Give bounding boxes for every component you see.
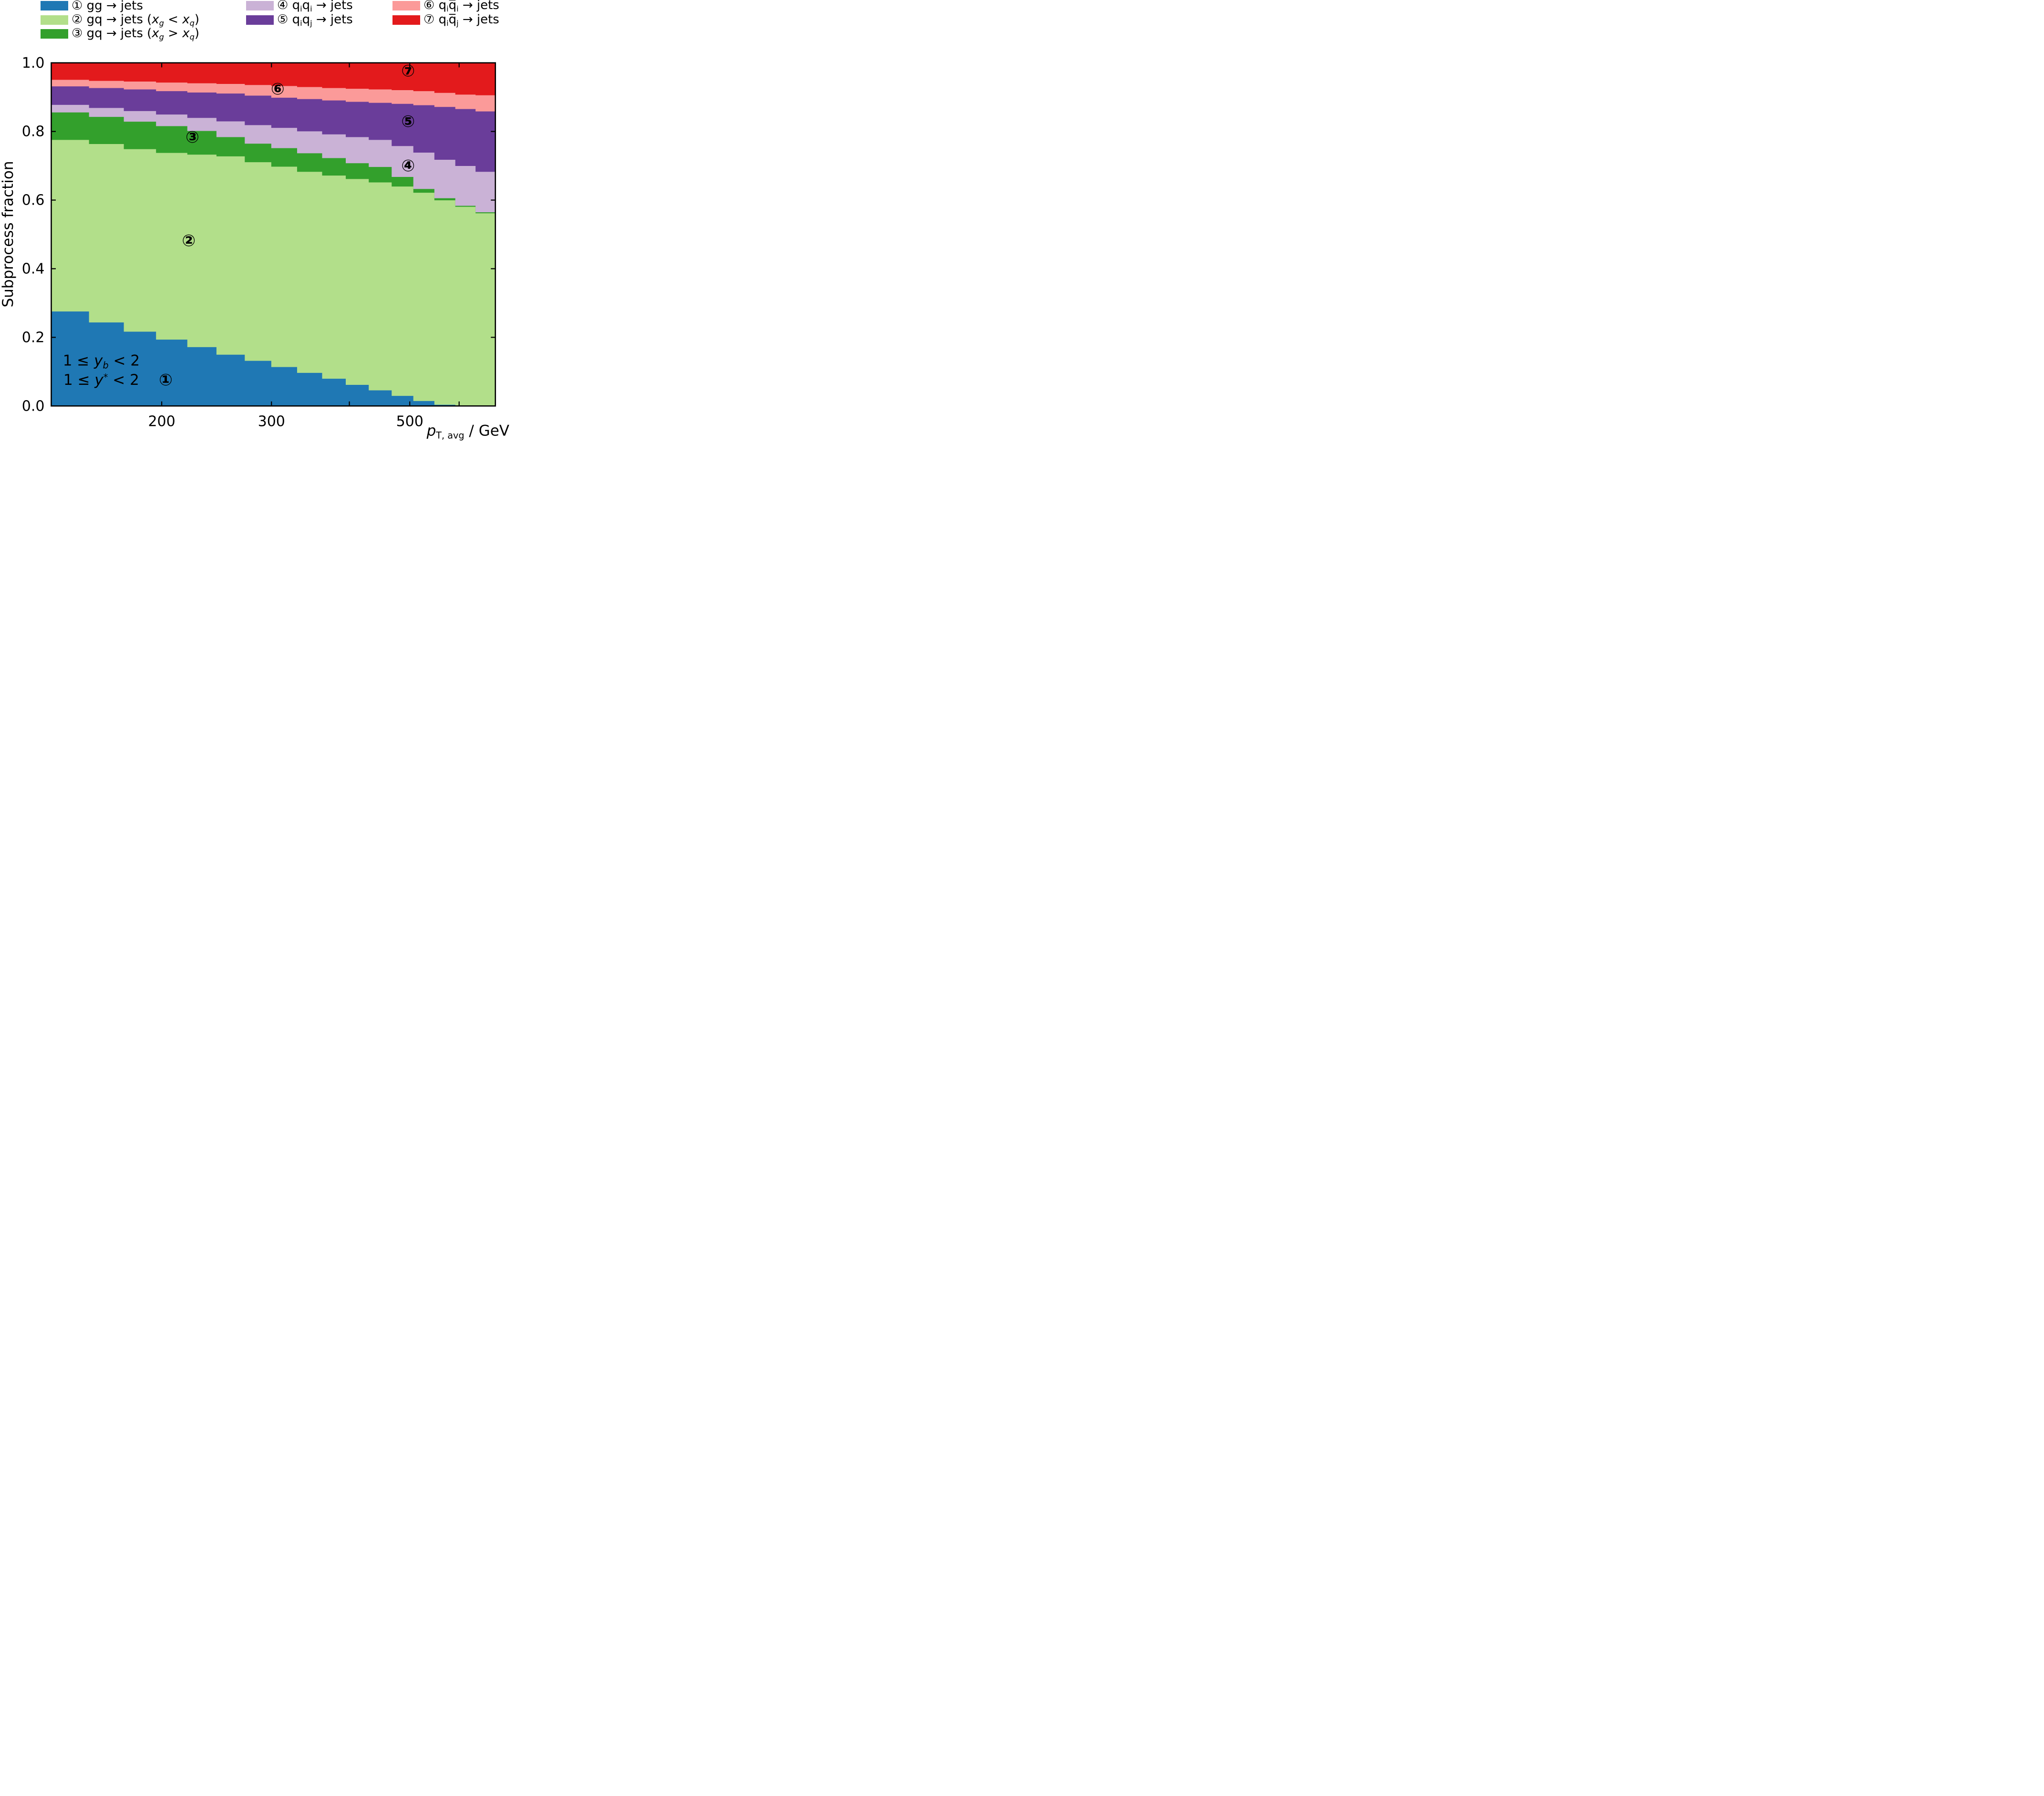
text-segment: gq → jets (: [83, 26, 152, 41]
text-segment: → jets: [312, 12, 353, 27]
text-segment: 1 ≤: [63, 371, 95, 389]
legend-label-qiqi-jets: ④ qiqi → jets: [277, 0, 353, 13]
text-segment: q: [302, 0, 310, 13]
text-segment: x: [152, 12, 159, 27]
text-segment: b: [103, 360, 109, 371]
text-segment: >: [164, 26, 183, 41]
legend-label-qiqbarj-jets: ⑦ qiq̅j → jets: [423, 12, 499, 28]
x-tick-label: 200: [148, 413, 175, 430]
text-segment: ): [194, 12, 200, 27]
text-segment: q: [189, 18, 195, 28]
text-segment: ): [194, 26, 200, 41]
legend-label-gq-jets-xg-gt-xq: ③ gq → jets (xg > xq): [72, 26, 199, 41]
circled-number-icon: ⑥: [423, 0, 435, 13]
text-segment: x: [152, 26, 159, 41]
annotation-yb-cut: 1 ≤ yb < 2: [63, 352, 140, 371]
region-marker-qiqi-jets: ④: [401, 156, 415, 175]
figure-canvas: 200 300 500 0.0 0.2 0.4 0.6 0.8 1.0 ① gg → jets ②…: [0, 0, 511, 449]
text-segment: i: [300, 18, 302, 28]
x-axis-label: pT, avg / GeV: [427, 423, 509, 441]
text-segment: i: [446, 18, 449, 28]
plot-border: [51, 62, 496, 407]
y-tick-label: 0.6: [22, 192, 45, 209]
text-segment: i: [300, 4, 302, 13]
y-tick-label: 0.0: [22, 398, 45, 414]
text-segment: y: [94, 371, 103, 389]
text-segment: q: [434, 0, 447, 13]
text-segment: gg → jets: [83, 0, 143, 13]
text-segment: <: [164, 12, 183, 27]
text-segment: q̅: [448, 0, 457, 13]
text-segment: i: [456, 4, 459, 13]
y-tick-label: 0.8: [22, 124, 45, 140]
circled-number-icon: ②: [72, 12, 83, 27]
y-tick-label: 0.4: [22, 260, 45, 277]
region-marker-gq-jets-xg-gt-xq: ③: [186, 127, 199, 147]
text-segment: q: [288, 12, 300, 27]
y-axis-label-text: Subprocess fraction: [0, 161, 17, 308]
text-segment: q̅: [448, 12, 457, 27]
text-segment: < 2: [108, 352, 140, 370]
legend-swatch-qiqj-jets: [246, 15, 274, 25]
legend-label-gg-jets: ① gg → jets: [72, 0, 143, 13]
text-segment: → jets: [458, 12, 499, 27]
annotation-ystar-cut: 1 ≤ y* < 2: [63, 372, 139, 389]
region-marker-gq-jets-xg-lt-xq: ②: [182, 231, 196, 251]
text-segment: *: [103, 371, 108, 382]
text-segment: → jets: [312, 0, 353, 13]
text-segment: q: [434, 12, 447, 27]
legend-label-qiqbari-jets: ⑥ qiq̅i → jets: [423, 0, 499, 13]
text-segment: → jets: [458, 0, 499, 13]
y-tick-label: 1.0: [22, 55, 45, 72]
legend-swatch-gq-jets-xg-lt-xq: [41, 15, 68, 25]
legend-label-gq-jets-xg-lt-xq: ② gq → jets (xg < xq): [72, 12, 199, 28]
legend-swatch-qiqbari-jets: [392, 1, 420, 10]
x-tick-label: 300: [258, 413, 285, 430]
text-segment: T, avg: [436, 430, 465, 441]
legend-swatch-gq-jets-xg-gt-xq: [41, 29, 68, 39]
x-tick-label: 500: [396, 413, 423, 430]
text-segment: j: [456, 18, 459, 28]
circled-number-icon: ④: [277, 0, 289, 13]
region-marker-qiqbarj-jets: ⑦: [401, 62, 415, 81]
legend-swatch-qiqi-jets: [246, 1, 274, 10]
legend-swatch-qiqbarj-jets: [392, 15, 420, 25]
stacked-area-chart: 200 300 500 0.0 0.2 0.4 0.6 0.8 1.0: [22, 55, 496, 430]
circled-number-icon: ①: [72, 0, 83, 13]
text-segment: g: [159, 18, 164, 28]
text-segment: gq → jets (: [83, 12, 152, 27]
text-segment: j: [310, 18, 312, 28]
text-segment: q: [302, 12, 310, 27]
region-marker-gg-jets: ①: [159, 370, 173, 390]
legend-label-qiqj-jets: ⑤ qiqj → jets: [277, 12, 353, 28]
circled-number-icon: ⑤: [277, 12, 289, 27]
text-segment: < 2: [108, 371, 139, 389]
circled-number-icon: ⑦: [423, 12, 435, 27]
circled-number-icon: ③: [72, 26, 83, 41]
text-segment: x: [182, 26, 190, 41]
region-marker-qiqj-jets: ⑤: [401, 112, 415, 131]
text-segment: / GeV: [464, 422, 509, 440]
region-marker-qiqbari-jets: ⑥: [270, 80, 285, 99]
text-segment: 1 ≤: [62, 352, 94, 370]
text-segment: y: [94, 352, 103, 370]
text-segment: q: [288, 0, 300, 13]
text-segment: i: [310, 4, 312, 13]
text-segment: x: [182, 12, 190, 27]
text-segment: p: [426, 422, 436, 440]
text-segment: i: [446, 4, 449, 13]
legend-swatch-gg-jets: [41, 1, 68, 10]
text-segment: g: [159, 32, 164, 41]
y-tick-label: 0.2: [22, 329, 45, 346]
text-segment: q: [189, 32, 195, 41]
